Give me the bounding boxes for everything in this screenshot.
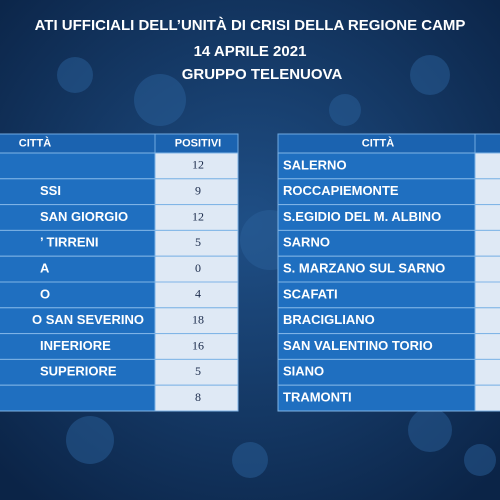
city-text: SAN VALENTINO TORIO	[283, 338, 433, 353]
city-cell	[277, 358, 476, 386]
city-text: BRACIGLIANO	[283, 312, 375, 327]
value-cell	[154, 358, 239, 386]
header-text: CITTÀ	[362, 136, 394, 149]
city-cell	[277, 333, 476, 360]
title-line: ATI UFFICIALI DELL’UNITÀ DI CRISI DELLA …	[35, 17, 466, 34]
city-cell	[277, 178, 476, 206]
value-cell	[154, 384, 239, 412]
value-text: 12	[192, 209, 204, 223]
city-text: S. MARZANO SUL SARNO	[283, 261, 445, 276]
value-text: 0	[195, 261, 201, 275]
city-cell	[277, 281, 476, 309]
value-cell	[154, 255, 239, 283]
header-cell	[474, 133, 500, 154]
value-cell	[474, 358, 500, 386]
value-text: 12	[192, 158, 204, 172]
city-text: SAN GIORGIO	[40, 209, 128, 224]
city-text: O SAN SEVERINO	[32, 312, 144, 327]
value-cell	[474, 255, 500, 283]
city-text: TRAMONTI	[283, 390, 352, 405]
city-cell	[0, 281, 156, 309]
city-text: SALERNO	[283, 157, 347, 172]
value-text: 18	[192, 312, 204, 326]
value-text: 4	[195, 287, 201, 301]
city-text: INFERIORE	[40, 338, 111, 353]
value-text: 16	[192, 338, 204, 352]
city-text: O	[40, 286, 50, 301]
header-text: CITTÀ	[19, 136, 51, 149]
city-cell	[0, 307, 156, 335]
value-cell	[154, 178, 239, 206]
city-cell	[0, 255, 156, 283]
city-text: ’ TIRRENI	[40, 235, 99, 250]
value-cell	[474, 204, 500, 231]
value-cell	[474, 384, 500, 412]
value-text: 9	[195, 183, 201, 197]
value-cell	[474, 281, 500, 309]
city-text: SARNO	[283, 235, 330, 250]
value-cell	[474, 229, 500, 257]
value-cell	[154, 307, 239, 335]
value-cell	[154, 152, 239, 180]
city-text: SSI	[40, 183, 61, 198]
value-cell	[474, 178, 500, 206]
city-text: A	[40, 261, 50, 276]
value-text: 5	[195, 364, 201, 378]
city-cell	[0, 204, 156, 231]
value-cell	[474, 333, 500, 360]
value-cell	[154, 229, 239, 257]
value-cell	[154, 333, 239, 360]
city-cell	[0, 358, 156, 386]
city-text: SUPERIORE	[40, 364, 117, 379]
value-text: 5	[195, 235, 201, 249]
city-text: SIANO	[283, 364, 324, 379]
city-text: SCAFATI	[283, 286, 338, 301]
city-text: ROCCAPIEMONTE	[283, 183, 399, 198]
city-cell	[0, 178, 156, 206]
value-cell	[474, 307, 500, 335]
title-line: 14 APRILE 2021	[194, 43, 307, 60]
city-text: S.EGIDIO DEL M. ALBINO	[283, 209, 441, 224]
city-cell	[0, 152, 156, 180]
value-cell	[474, 152, 500, 180]
city-cell	[277, 229, 476, 257]
title-line: GRUPPO TELENUOVA	[182, 66, 343, 83]
city-cell	[0, 384, 156, 412]
value-cell	[154, 204, 239, 231]
value-text: 8	[195, 390, 201, 404]
header-text: POSITIVI	[175, 137, 221, 149]
